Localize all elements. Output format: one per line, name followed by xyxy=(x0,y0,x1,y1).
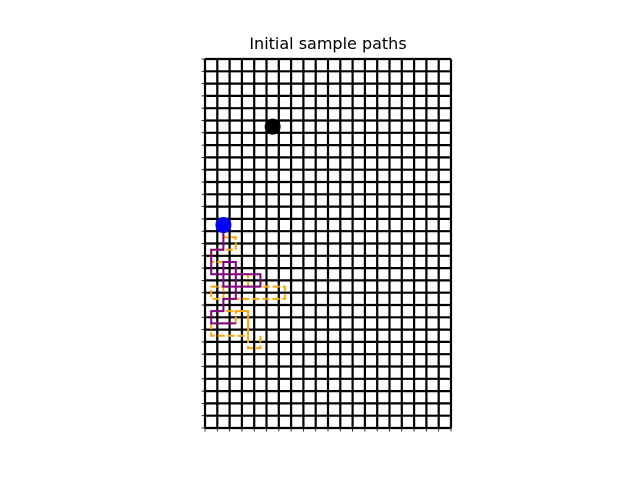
sample-path-2 xyxy=(210,225,262,325)
goal-marker xyxy=(264,118,281,135)
chart-title: Initial sample paths xyxy=(249,34,406,53)
start-marker xyxy=(215,217,232,234)
plot-area xyxy=(201,57,453,432)
